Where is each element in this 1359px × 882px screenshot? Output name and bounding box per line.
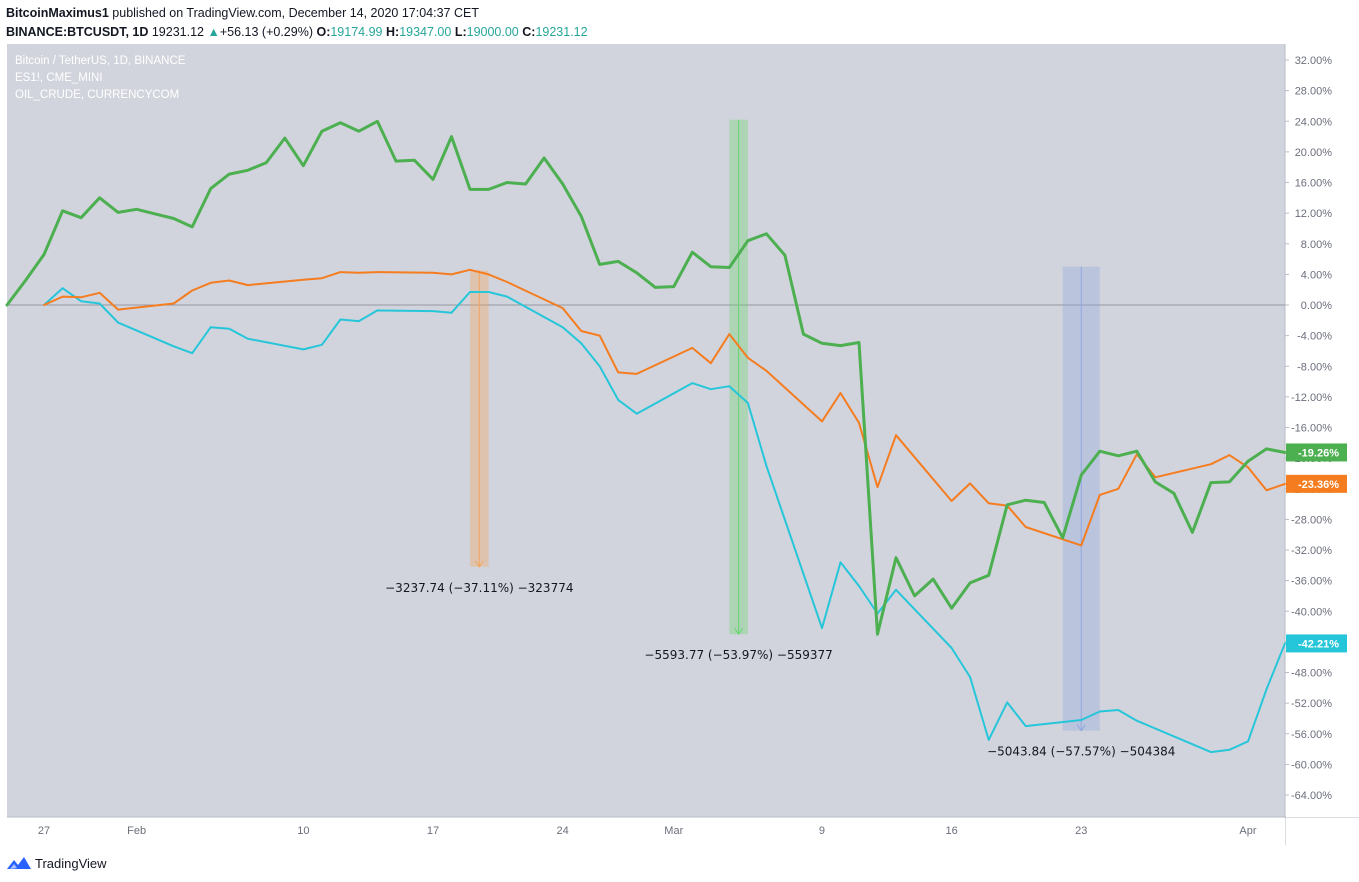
published-text: published on TradingView.com, December 1… — [112, 6, 479, 20]
last-value-badge-es — [1286, 474, 1347, 493]
x-tick-label: 9 — [819, 825, 825, 837]
y-tick-label: 0.00% — [1301, 300, 1332, 312]
measure-arrow-icon — [734, 627, 744, 636]
low-label: L: — [454, 25, 467, 39]
measure-label: −5593.77 (−53.97%) −559377 — [644, 648, 832, 662]
y-tick-label: -28.00% — [1291, 514, 1332, 526]
y-tick-label: 8.00% — [1301, 239, 1332, 251]
last-value-badge-oil — [1286, 634, 1347, 653]
series-line-oil[interactable] — [43, 287, 1286, 754]
y-tick-label: -36.00% — [1291, 576, 1332, 588]
plot-area[interactable] — [7, 44, 1285, 817]
y-tick-label: -64.00% — [1291, 790, 1332, 802]
high-value: 19347.00 — [399, 25, 452, 39]
chart-header: BitcoinMaximus1 published on TradingView… — [6, 4, 1346, 42]
footer-brand[interactable]: TradingView — [35, 855, 107, 871]
y-tick-label: -32.00% — [1291, 545, 1332, 557]
y-tick-label: -12.00% — [1291, 392, 1332, 404]
y-tick-label: -52.00% — [1291, 698, 1332, 710]
last-value-label-oil: -42.21% — [1298, 638, 1339, 650]
high-label: H: — [385, 25, 400, 39]
legend-oil[interactable]: OIL_CRUDE, CURRENCYCOM — [15, 89, 179, 101]
y-tick-label: -60.00% — [1291, 759, 1332, 771]
x-tick-label: Feb — [127, 825, 146, 837]
author-name[interactable]: BitcoinMaximus1 — [6, 6, 109, 20]
y-tick-label: -56.00% — [1291, 729, 1332, 741]
last-value-badge-btc — [1286, 443, 1347, 462]
y-tick-label: -16.00% — [1291, 423, 1332, 435]
y-tick-label: 24.00% — [1295, 116, 1333, 128]
last-value-label-btc: -19.26% — [1298, 447, 1339, 459]
y-tick-label: -4.00% — [1297, 331, 1332, 343]
symbol-label[interactable]: BINANCE:BTCUSDT, 1D — [6, 25, 149, 39]
open-value: 19174.99 — [330, 25, 383, 39]
y-tick-label: 12.00% — [1295, 208, 1333, 220]
y-tick-label: 16.00% — [1295, 178, 1333, 190]
series-line-btc[interactable] — [5, 119, 1287, 636]
price-axis[interactable] — [1286, 44, 1359, 817]
x-tick-label: 10 — [297, 825, 309, 837]
x-tick-label: 23 — [1075, 825, 1087, 837]
x-tick-label: Mar — [664, 825, 683, 837]
open-label: O: — [316, 25, 331, 39]
symbol-info: BINANCE:BTCUSDT, 1D 19231.12 ▲+56.13 (+0… — [6, 23, 1346, 42]
last-value-label-es: -23.36% — [1298, 479, 1339, 491]
close-label: C: — [522, 25, 536, 39]
measure-arrow-icon — [1076, 724, 1086, 732]
measure-arrow-icon — [474, 560, 484, 568]
x-tick-label: 16 — [945, 825, 957, 837]
measure-label: −3237.74 (−37.11%) −323774 — [385, 581, 573, 595]
x-tick-label: 24 — [557, 825, 569, 837]
price-change: +56.13 (+0.29%) — [219, 25, 313, 39]
measure-label: −5043.84 (−57.57%) −504384 — [987, 745, 1175, 759]
y-tick-label: 32.00% — [1295, 55, 1333, 67]
y-tick-label: 28.00% — [1295, 86, 1333, 98]
y-tick-label: 4.00% — [1301, 269, 1332, 281]
x-tick-label: 17 — [427, 825, 439, 837]
y-tick-label: -48.00% — [1291, 668, 1332, 680]
low-value: 19000.00 — [466, 25, 519, 39]
y-tick-label: -40.00% — [1291, 606, 1332, 618]
close-value: 19231.12 — [535, 25, 588, 39]
series-line-es[interactable] — [43, 268, 1286, 547]
x-tick-label: Apr — [1239, 825, 1256, 837]
footer: TradingView — [6, 852, 107, 874]
time-axis[interactable] — [7, 818, 1285, 845]
x-tick-label: 27 — [38, 825, 50, 837]
last-price: 19231.12 — [151, 25, 204, 39]
up-arrow-icon: ▲ — [207, 25, 220, 39]
legend-btc[interactable]: Bitcoin / TetherUS, 1D, BINANCE — [15, 55, 186, 67]
y-tick-label: 20.00% — [1295, 147, 1333, 159]
tradingview-logo-icon[interactable] — [6, 855, 32, 871]
publish-info: BitcoinMaximus1 published on TradingView… — [6, 4, 1346, 23]
y-tick-label: -8.00% — [1297, 361, 1332, 373]
legend-es[interactable]: ES1!, CME_MINI — [15, 72, 103, 84]
